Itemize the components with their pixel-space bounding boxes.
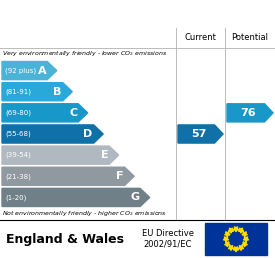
Text: EU Directive
2002/91/EC: EU Directive 2002/91/EC <box>142 229 194 249</box>
Text: (55-68): (55-68) <box>5 131 31 137</box>
Text: B: B <box>53 87 62 97</box>
Text: D: D <box>83 129 93 139</box>
Text: (69-80): (69-80) <box>5 110 31 116</box>
Text: F: F <box>116 171 124 181</box>
Polygon shape <box>228 228 234 233</box>
Polygon shape <box>227 104 273 122</box>
Text: Very environmentally friendly - lower CO$_2$ emissions: Very environmentally friendly - lower CO… <box>2 50 167 59</box>
Polygon shape <box>228 245 234 251</box>
Text: 57: 57 <box>191 129 206 139</box>
Polygon shape <box>2 146 119 164</box>
Text: (21-38): (21-38) <box>5 173 31 180</box>
Polygon shape <box>242 232 247 237</box>
Text: G: G <box>130 192 139 203</box>
Polygon shape <box>238 245 244 251</box>
Polygon shape <box>225 242 230 247</box>
Polygon shape <box>233 247 239 252</box>
Text: (39-54): (39-54) <box>5 152 31 158</box>
Polygon shape <box>2 61 57 80</box>
Text: Potential: Potential <box>232 34 268 43</box>
Polygon shape <box>243 237 249 242</box>
Bar <box>205 223 267 255</box>
Text: Environmental Impact (CO$_2$) Rating: Environmental Impact (CO$_2$) Rating <box>21 5 254 22</box>
Polygon shape <box>233 227 239 232</box>
Text: (92 plus): (92 plus) <box>5 67 36 74</box>
Text: E: E <box>101 150 108 160</box>
Polygon shape <box>223 237 229 242</box>
Text: England & Wales: England & Wales <box>6 232 124 246</box>
Polygon shape <box>242 242 247 247</box>
Polygon shape <box>2 167 134 185</box>
Text: (1-20): (1-20) <box>5 194 26 201</box>
Text: Not environmentally friendly - higher CO$_2$ emissions: Not environmentally friendly - higher CO… <box>2 209 167 219</box>
Polygon shape <box>238 228 244 233</box>
Text: (81-91): (81-91) <box>5 88 31 95</box>
Text: Current: Current <box>185 34 216 43</box>
Polygon shape <box>2 104 88 122</box>
Polygon shape <box>2 188 150 206</box>
Polygon shape <box>225 232 230 237</box>
Polygon shape <box>2 83 72 101</box>
Text: 76: 76 <box>240 108 256 118</box>
Text: A: A <box>38 66 46 76</box>
Polygon shape <box>178 125 223 143</box>
Polygon shape <box>2 125 103 143</box>
Text: C: C <box>69 108 77 118</box>
